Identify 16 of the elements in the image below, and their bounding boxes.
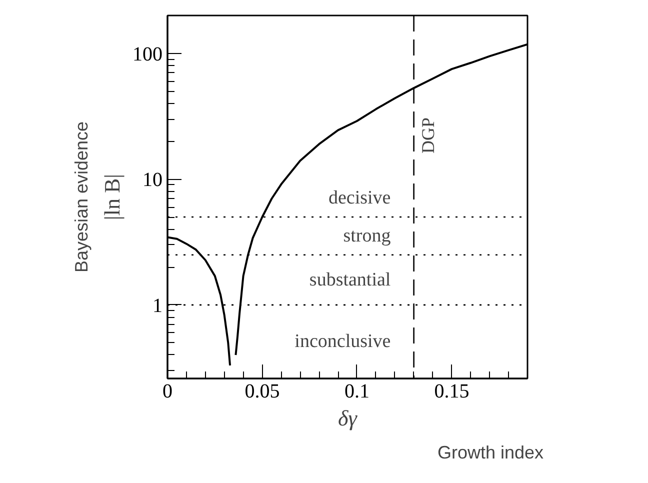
annotation: substantial (309, 269, 391, 290)
text: Bayesian evidence (72, 121, 92, 273)
x-tick-label: 0.15 (434, 380, 470, 402)
annotation: inconclusive (294, 331, 391, 352)
annotation: strong (343, 225, 392, 246)
annotation: decisive (328, 188, 391, 209)
x-tick-label: 0 (162, 380, 172, 402)
y-tick-label: 1 (152, 294, 162, 317)
x-tick-label: 0.05 (244, 380, 280, 402)
x-axis-title: δγ (338, 406, 358, 430)
y-tick-label: 10 (142, 169, 162, 192)
y-axis-title: |ln B| (100, 174, 124, 220)
y-tick-label: 100 (132, 43, 162, 66)
ref-line-label: DGP (418, 117, 438, 154)
text: Growth index (437, 442, 544, 462)
x-tick-label: 0.1 (344, 380, 370, 402)
